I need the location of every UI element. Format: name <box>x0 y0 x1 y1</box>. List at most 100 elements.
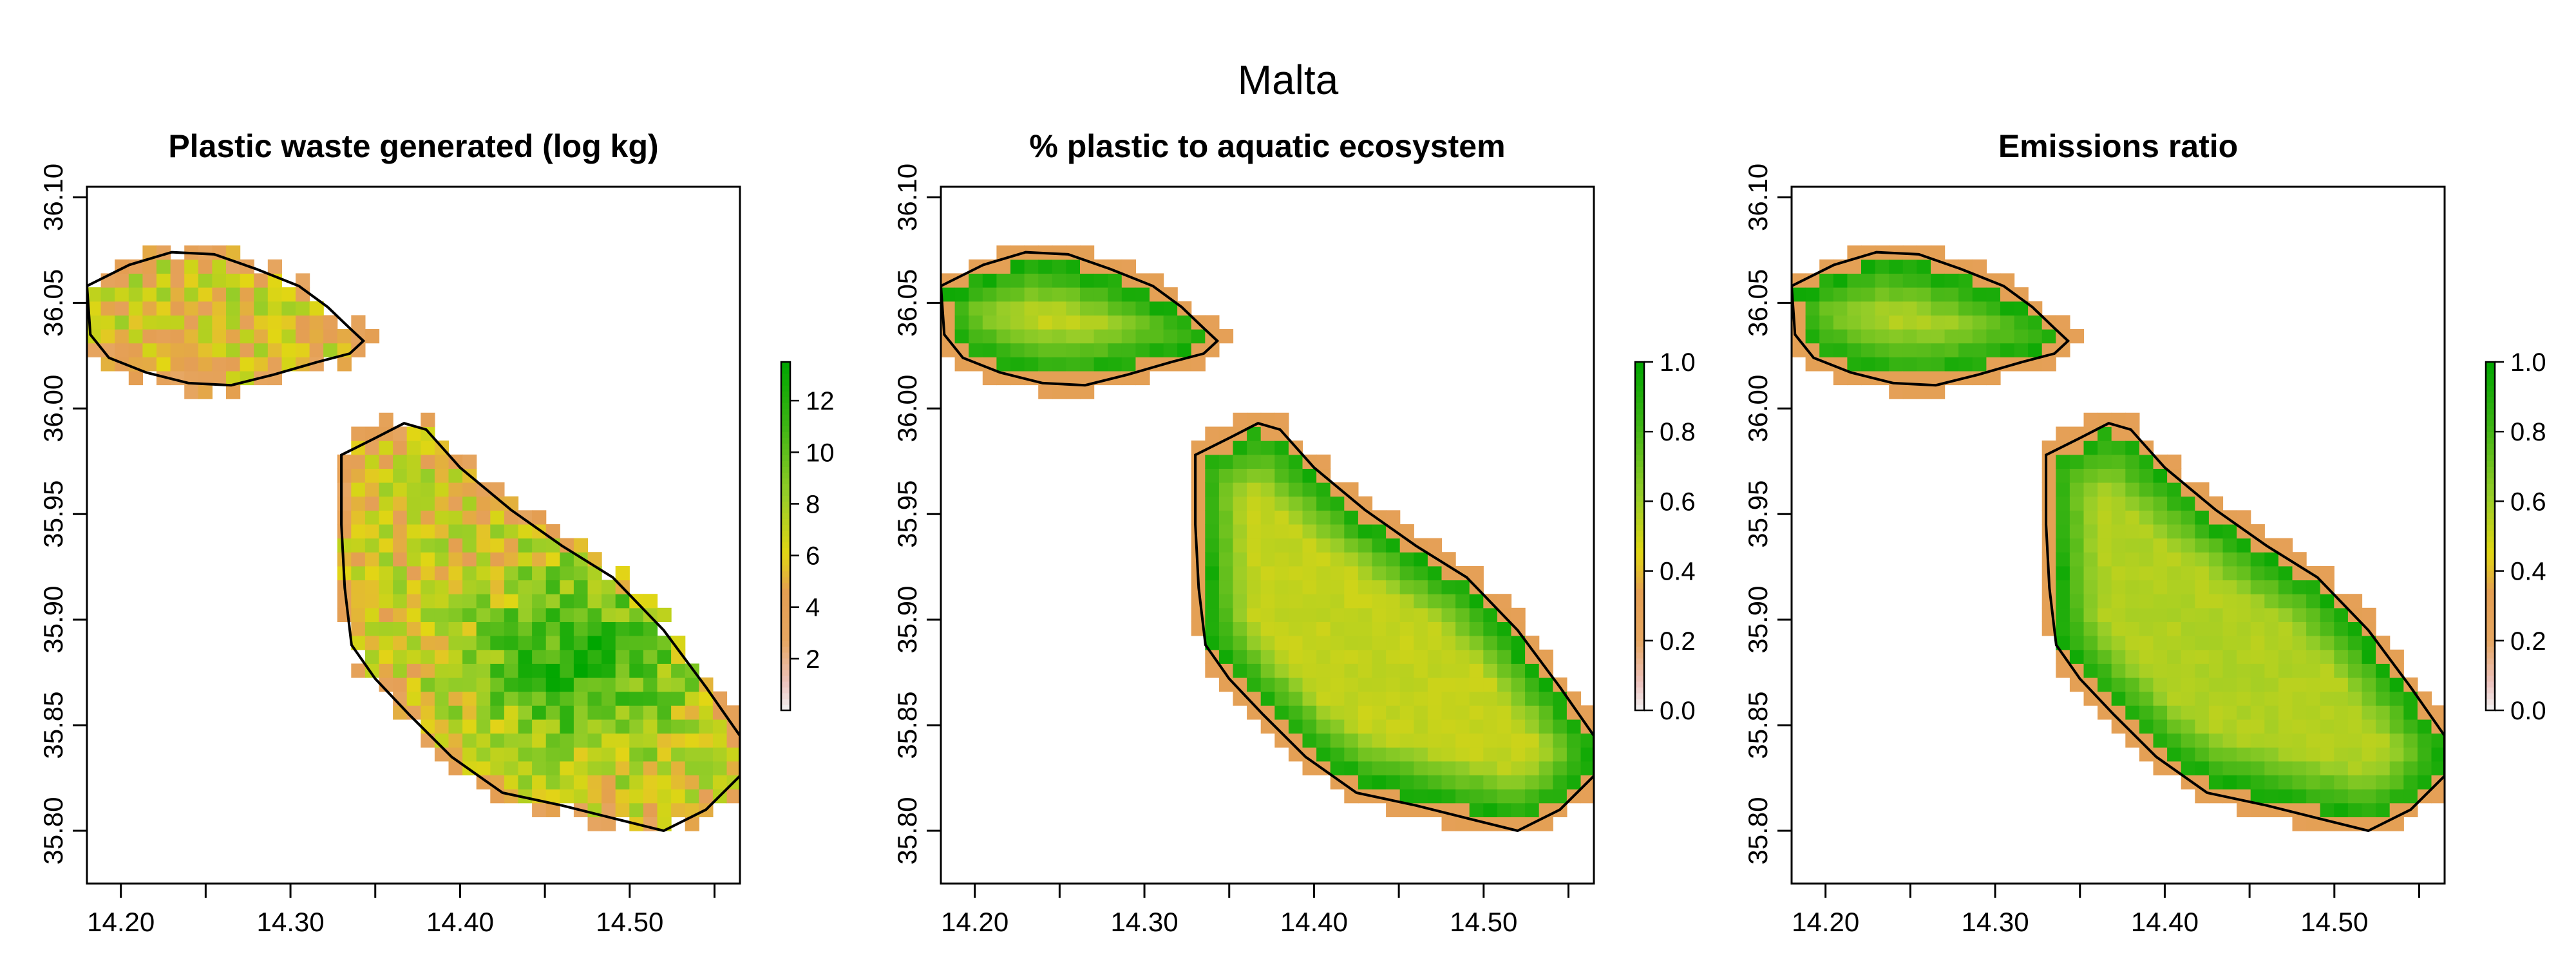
raster-cell <box>2250 761 2265 775</box>
raster-cell <box>1260 594 1275 609</box>
raster-cell <box>726 733 740 748</box>
raster-cell <box>1889 287 1904 302</box>
raster-cell <box>434 594 450 609</box>
raster-cell <box>545 565 560 581</box>
raster-cell <box>1094 343 1108 357</box>
colorbar-step <box>2486 542 2495 549</box>
colorbar-step <box>781 576 790 583</box>
raster-cell <box>643 636 658 650</box>
raster-cell <box>2376 691 2391 706</box>
panel-title: % plastic to aquatic ecosystem <box>1029 128 1505 164</box>
raster-cell <box>351 315 366 330</box>
raster-cell <box>2000 315 2015 330</box>
raster-cell <box>1917 357 1931 372</box>
raster-cell <box>2125 468 2140 483</box>
raster-cell <box>1469 733 1484 748</box>
raster-cell <box>1539 719 1553 734</box>
raster-cell <box>1302 621 1317 636</box>
raster-cell <box>1121 287 1136 302</box>
raster-cell <box>1247 607 1262 622</box>
raster-cell <box>1427 649 1443 664</box>
raster-cell <box>1833 370 1848 386</box>
raster-cell <box>2237 538 2251 553</box>
raster-cell <box>1902 343 1917 357</box>
raster-cell <box>629 621 644 636</box>
raster-cell <box>1288 510 1303 525</box>
raster-cell <box>2125 594 2140 609</box>
raster-cell <box>379 649 393 664</box>
colorbar-step <box>2486 431 2495 438</box>
raster-cell <box>1944 343 1959 357</box>
raster-cell <box>1358 747 1373 762</box>
raster-cell <box>1902 329 1917 344</box>
raster-cell <box>643 747 658 762</box>
raster-cell <box>518 691 533 706</box>
raster-cell <box>1944 287 1959 302</box>
y-tick-label: 36.00 <box>1743 375 1773 442</box>
raster-cell <box>1066 384 1081 399</box>
raster-cell <box>1902 315 1917 330</box>
raster-cell <box>2111 621 2126 636</box>
raster-cell <box>1399 789 1414 804</box>
raster-cell <box>1553 691 1567 706</box>
raster-cell <box>1302 482 1317 497</box>
raster-cell <box>2250 677 2265 692</box>
raster-cell <box>2056 510 2070 525</box>
raster-cell <box>1205 343 1220 357</box>
raster-cell <box>1344 677 1359 692</box>
raster-cell <box>2069 636 2085 650</box>
raster-cell <box>2306 775 2321 790</box>
raster-cell <box>1539 705 1553 720</box>
raster-cell <box>1080 329 1095 344</box>
raster-cell <box>1302 524 1317 539</box>
raster-cell <box>351 594 366 609</box>
raster-cell <box>2139 677 2154 692</box>
raster-cell <box>954 329 969 344</box>
raster-cell <box>2208 719 2224 734</box>
colorbar-step <box>781 501 790 507</box>
raster-cell <box>1205 663 1220 678</box>
raster-cell <box>1944 315 1959 330</box>
colorbar-step <box>2486 588 2495 595</box>
raster-cell <box>365 524 380 539</box>
raster-cell <box>100 315 115 330</box>
raster-cell <box>1260 636 1275 650</box>
raster-cell <box>2069 454 2085 469</box>
raster-cell <box>379 594 393 609</box>
raster-cell <box>365 496 380 511</box>
raster-cell <box>1902 384 1917 399</box>
raster-cell <box>309 301 324 316</box>
raster-cell <box>643 649 658 664</box>
raster-cell <box>490 789 505 804</box>
raster-cell <box>573 775 589 790</box>
raster-cell <box>1205 621 1220 636</box>
raster-cell <box>1288 565 1303 581</box>
raster-cell <box>406 524 421 539</box>
raster-cell <box>1372 636 1387 650</box>
raster-cell <box>532 761 547 775</box>
raster-cell <box>1917 384 1931 399</box>
colorbar-tick-label: 0.6 <box>1660 488 1696 516</box>
colorbar-tick-label: 0.2 <box>2510 627 2546 656</box>
raster-cell <box>1399 621 1414 636</box>
raster-cell <box>615 789 630 804</box>
raster-cell <box>1135 329 1150 344</box>
raster-cell <box>1847 259 1862 274</box>
raster-cell <box>351 496 366 511</box>
raster-cell <box>2208 747 2224 762</box>
raster-cell <box>545 775 560 790</box>
raster-cell <box>421 468 435 483</box>
raster-cell <box>2222 747 2237 762</box>
raster-cell <box>518 649 533 664</box>
raster-cell <box>2153 482 2168 497</box>
raster-cell <box>1972 329 1987 344</box>
raster-cell <box>2083 649 2098 664</box>
raster-cell <box>2320 607 2334 622</box>
raster-cell <box>2320 802 2334 817</box>
raster-cell <box>560 538 574 553</box>
raster-cell <box>1302 761 1317 775</box>
raster-cell <box>1260 621 1275 636</box>
raster-cell <box>2306 691 2321 706</box>
raster-cell <box>2153 705 2168 720</box>
raster-cell <box>560 649 574 664</box>
